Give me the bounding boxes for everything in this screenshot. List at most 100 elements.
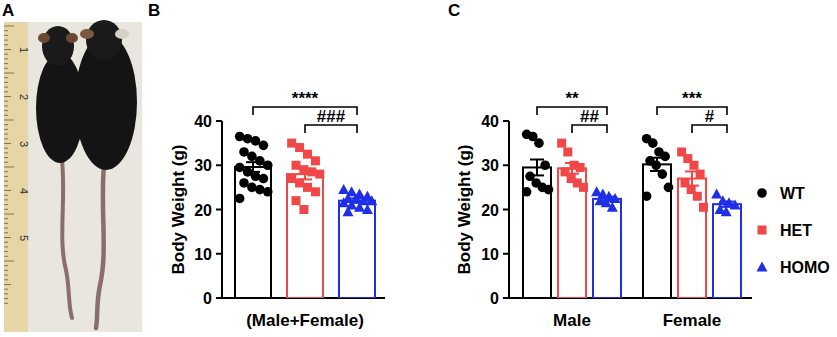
point: [259, 141, 269, 151]
ruler-tick: [4, 82, 8, 83]
ruler-tick: [4, 44, 8, 45]
y-tick-label: 40: [481, 113, 499, 130]
error-cap: [650, 157, 664, 159]
error-cap: [720, 201, 734, 203]
ruler-tick: [4, 110, 8, 111]
mouse-ear: [38, 33, 50, 43]
ruler-tick: [4, 223, 8, 224]
point: [534, 138, 544, 148]
point: [660, 152, 670, 162]
ruler-tick: [4, 270, 8, 271]
ruler-tick: [4, 152, 8, 153]
ruler-tick: [4, 181, 8, 182]
ruler-tick: [4, 209, 8, 210]
error-cap: [565, 173, 579, 175]
error-bar: [685, 171, 699, 185]
ruler-label: 2: [18, 94, 30, 100]
ruler-label: 1: [18, 47, 30, 53]
mouse-tail: [62, 160, 72, 318]
y-tick-label: 30: [194, 157, 212, 174]
point: [362, 204, 373, 214]
error-cap: [350, 202, 364, 204]
point: [299, 205, 308, 214]
error-cap: [530, 174, 544, 176]
ruler-tick: [4, 138, 8, 139]
y-tick: [503, 209, 509, 211]
significance-label: ##: [580, 107, 599, 126]
point: [303, 183, 312, 192]
mouse-head: [42, 26, 74, 66]
error-line: [304, 169, 306, 180]
point: [366, 195, 377, 205]
legend-label: WT: [780, 185, 805, 202]
y-tick: [216, 164, 222, 166]
panel-label: C: [448, 1, 460, 20]
point: [263, 160, 273, 170]
point: [338, 184, 349, 194]
error-bar: [650, 158, 664, 171]
chart-panel: BBody Weight (g)010203040(Male+Female)**…: [148, 1, 385, 330]
ruler-label: 5: [18, 235, 30, 241]
ruler-tick: [4, 148, 8, 149]
ruler: [4, 22, 28, 332]
ruler-tick: [4, 232, 8, 233]
point: [689, 161, 698, 170]
point: [563, 147, 572, 156]
x-tick-label: (Male+Female): [246, 311, 364, 330]
photo-panel: A12345: [2, 1, 142, 332]
ruler-tick: [4, 30, 8, 31]
x-tick-label: Female: [663, 311, 722, 330]
mouse-ear-tag: [115, 29, 129, 39]
error-line: [691, 171, 693, 185]
ruler-tick: [4, 68, 8, 69]
point: [557, 139, 566, 148]
panel-label: B: [148, 1, 160, 20]
ruler-tick: [4, 185, 8, 186]
y-tick: [216, 297, 222, 299]
point: [292, 196, 301, 205]
mouse-ear: [80, 29, 94, 39]
point: [311, 187, 320, 196]
point: [693, 192, 702, 201]
ruler-tick: [4, 289, 8, 290]
error-cap: [530, 158, 544, 160]
significance-bracket: [657, 107, 727, 115]
y-tick-label: 40: [194, 113, 212, 130]
ruler-label: 4: [18, 188, 30, 194]
y-tick: [216, 253, 222, 255]
point: [263, 187, 273, 197]
ruler-tick: [4, 77, 8, 78]
error-bar: [298, 169, 312, 180]
legend: WTHETHOMO: [757, 185, 830, 276]
ruler-tick: [4, 54, 8, 55]
ruler-tick: [4, 242, 8, 243]
point: [235, 194, 245, 204]
bar: [593, 199, 621, 298]
ruler-tick: [4, 204, 8, 205]
error-cap: [685, 170, 699, 172]
legend-marker: [758, 226, 767, 235]
ruler-tick: [4, 293, 8, 294]
point: [315, 170, 324, 179]
y-tick-label: 0: [203, 290, 212, 307]
ruler-tick: [4, 251, 8, 252]
ruler-tick: [4, 40, 8, 41]
point: [522, 187, 532, 197]
error-bar: [720, 202, 734, 207]
significance-bracket: [305, 125, 357, 133]
ruler-label: 3: [18, 141, 30, 147]
marks: [522, 129, 741, 298]
ruler-tick: [4, 261, 14, 262]
y-tick: [216, 120, 222, 122]
mouse-tail: [96, 165, 104, 328]
error-cap: [298, 168, 312, 170]
ruler-tick: [4, 63, 8, 64]
error-cap: [565, 162, 579, 164]
mouse-ear: [66, 33, 78, 43]
bar: [339, 201, 375, 298]
error-cap: [600, 196, 614, 198]
error-cap: [298, 178, 312, 180]
ruler-tick: [4, 176, 8, 177]
ruler-tick: [4, 162, 8, 163]
point: [287, 139, 296, 148]
